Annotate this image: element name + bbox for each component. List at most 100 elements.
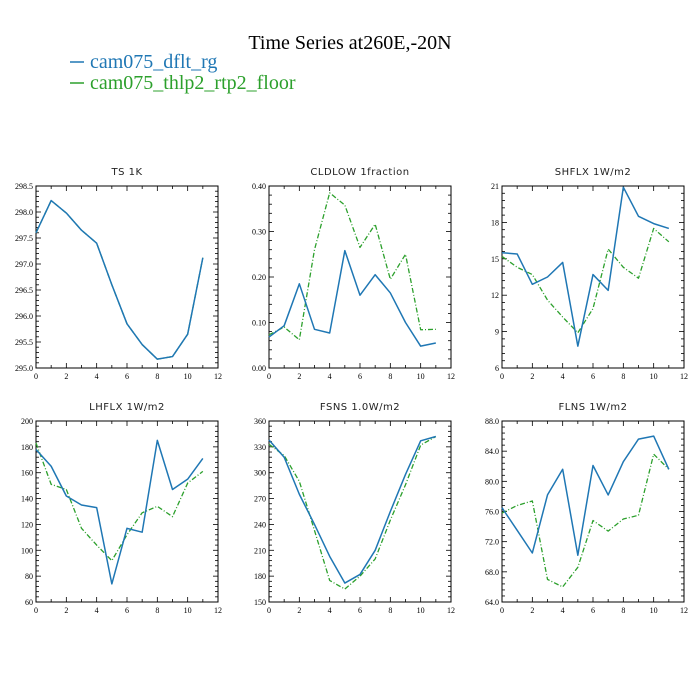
series-line-2-1 bbox=[501, 227, 670, 334]
y-tick-label-1-2: 0.20 bbox=[252, 273, 266, 282]
x-tick-label-4-6: 12 bbox=[447, 606, 455, 615]
y-tick-label-0-0: 295.0 bbox=[15, 364, 33, 373]
x-tick-label-5-3: 6 bbox=[591, 606, 595, 615]
y-tick-label-1-0: 0.00 bbox=[252, 364, 266, 373]
x-tick-label-1-2: 4 bbox=[328, 372, 332, 381]
x-tick-label-3-6: 12 bbox=[214, 606, 222, 615]
x-tick-label-5-6: 12 bbox=[680, 606, 688, 615]
x-tick-label-5-2: 4 bbox=[561, 606, 565, 615]
panel-0: TS 1K 0 2 4 6 8 10 12 295.0 295.5 296.0 296.5 297.0 2… bbox=[15, 167, 222, 381]
panel-title-2: SHFLX 1W/m2 bbox=[555, 167, 631, 178]
plot-frame-5 bbox=[501, 420, 685, 603]
panel-1: CLDLOW 1fraction 0 2 4 6 8 10 12 0.00 0.10 0.20 0.3… bbox=[252, 167, 455, 381]
x-tick-label-0-5: 10 bbox=[184, 372, 192, 381]
x-tick-label-1-1: 2 bbox=[297, 372, 301, 381]
x-tick-label-1-4: 8 bbox=[388, 372, 392, 381]
legend-item-1: cam075_thlp2_rtp2_floor bbox=[70, 72, 296, 94]
panel-3: LHFLX 1W/m2 0 2 4 6 8 10 12 60 80 100 120 140 160 180 2… bbox=[21, 402, 222, 615]
series-line-4-0 bbox=[268, 435, 437, 584]
y-tick-label-3-7: 200 bbox=[21, 417, 33, 426]
x-tick-label-3-2: 4 bbox=[95, 606, 99, 615]
series-line-1-1 bbox=[268, 192, 436, 341]
y-tick-label-5-6: 88.0 bbox=[485, 417, 499, 426]
series-line-0-0 bbox=[35, 199, 204, 360]
x-tick-label-3-5: 10 bbox=[184, 606, 192, 615]
y-tick-label-1-1: 0.10 bbox=[252, 319, 266, 328]
y-tick-label-1-3: 0.30 bbox=[252, 228, 266, 237]
y-tick-label-5-2: 72.0 bbox=[485, 538, 499, 547]
y-tick-label-0-5: 297.5 bbox=[15, 234, 33, 243]
x-tick-label-2-2: 4 bbox=[561, 372, 565, 381]
legend-item-0: cam075_dflt_rg bbox=[70, 51, 217, 73]
x-tick-label-2-5: 10 bbox=[650, 372, 658, 381]
x-tick-label-3-3: 6 bbox=[125, 606, 129, 615]
y-tick-label-0-7: 298.5 bbox=[15, 182, 33, 191]
y-tick-label-3-5: 160 bbox=[21, 469, 33, 478]
y-tick-label-3-0: 60 bbox=[25, 598, 33, 607]
panel-2: SHFLX 1W/m2 0 2 4 6 8 10 12 6 9 12 15 18 21 bbox=[491, 167, 688, 381]
x-tick-label-5-4: 8 bbox=[621, 606, 625, 615]
x-tick-label-4-0: 0 bbox=[267, 606, 271, 615]
y-tick-label-0-3: 296.5 bbox=[15, 286, 33, 295]
panel-title-0: TS 1K bbox=[110, 167, 142, 178]
y-tick-label-5-3: 76.0 bbox=[485, 508, 499, 517]
panel-4: FSNS 1.0W/m2 0 2 4 6 8 10 12 150 180 210 240 270 300 3… bbox=[254, 402, 455, 615]
x-tick-label-0-1: 2 bbox=[64, 372, 68, 381]
x-tick-label-4-2: 4 bbox=[328, 606, 332, 615]
x-tick-label-2-1: 2 bbox=[530, 372, 534, 381]
x-tick-label-3-1: 2 bbox=[64, 606, 68, 615]
series-line-1-0 bbox=[268, 249, 436, 347]
y-tick-label-4-5: 300 bbox=[254, 469, 266, 478]
y-tick-label-3-2: 100 bbox=[21, 546, 33, 555]
panel-5: FLNS 1W/m2 0 2 4 6 8 10 12 64.0 68.0 72.0 76.0 80.0 8… bbox=[485, 402, 688, 615]
y-tick-label-4-0: 150 bbox=[254, 598, 266, 607]
x-tick-label-4-1: 2 bbox=[297, 606, 301, 615]
y-tick-label-2-0: 6 bbox=[495, 364, 499, 373]
y-tick-label-2-1: 9 bbox=[495, 328, 499, 337]
plot-frame-3 bbox=[35, 420, 219, 603]
x-tick-label-0-6: 12 bbox=[214, 372, 222, 381]
x-tick-label-5-0: 0 bbox=[500, 606, 504, 615]
legend-label-1: cam075_thlp2_rtp2_floor bbox=[90, 72, 296, 94]
y-tick-label-2-4: 18 bbox=[491, 218, 499, 227]
x-tick-label-0-2: 4 bbox=[95, 372, 99, 381]
y-tick-label-4-2: 210 bbox=[254, 546, 266, 555]
y-tick-label-0-4: 297.0 bbox=[15, 260, 33, 269]
series-line-5-0 bbox=[501, 435, 670, 556]
y-tick-label-2-5: 21 bbox=[491, 182, 499, 191]
y-tick-label-4-1: 180 bbox=[254, 572, 266, 581]
series-line-0-1 bbox=[35, 199, 204, 360]
x-tick-label-4-4: 8 bbox=[388, 606, 392, 615]
x-tick-label-1-0: 0 bbox=[267, 372, 271, 381]
panel-title-5: FLNS 1W/m2 bbox=[558, 402, 627, 413]
x-tick-label-1-6: 12 bbox=[447, 372, 455, 381]
panels: TS 1K 0 2 4 6 8 10 12 295.0 295.5 296.0 296.5 297.0 2… bbox=[15, 167, 688, 615]
y-tick-label-5-4: 80.0 bbox=[485, 477, 499, 486]
plot-frame-1 bbox=[268, 185, 452, 369]
x-tick-label-4-3: 6 bbox=[358, 606, 362, 615]
panel-title-3: LHFLX 1W/m2 bbox=[89, 402, 165, 413]
y-tick-label-0-1: 295.5 bbox=[15, 338, 33, 347]
panel-title-4: FSNS 1.0W/m2 bbox=[320, 402, 400, 413]
y-tick-label-5-5: 84.0 bbox=[485, 447, 499, 456]
x-tick-label-0-3: 6 bbox=[125, 372, 129, 381]
y-tick-label-4-7: 360 bbox=[254, 417, 266, 426]
x-tick-label-0-0: 0 bbox=[34, 372, 38, 381]
y-tick-label-4-3: 240 bbox=[254, 520, 266, 529]
x-tick-label-2-0: 0 bbox=[500, 372, 504, 381]
y-tick-label-5-0: 64.0 bbox=[485, 598, 499, 607]
y-tick-label-5-1: 68.0 bbox=[485, 568, 499, 577]
legend-label-0: cam075_dflt_rg bbox=[90, 51, 217, 73]
x-tick-label-1-3: 6 bbox=[358, 372, 362, 381]
y-tick-label-3-3: 120 bbox=[21, 520, 33, 529]
y-tick-label-4-4: 270 bbox=[254, 495, 266, 504]
series-line-5-1 bbox=[501, 453, 670, 588]
x-tick-label-2-4: 8 bbox=[621, 372, 625, 381]
figure-title: Time Series at260E,-20N bbox=[248, 32, 451, 54]
series-line-3-1 bbox=[35, 442, 204, 562]
x-tick-label-5-1: 2 bbox=[530, 606, 534, 615]
y-tick-label-2-3: 15 bbox=[491, 255, 499, 264]
x-tick-label-5-5: 10 bbox=[650, 606, 658, 615]
x-tick-label-0-4: 8 bbox=[155, 372, 159, 381]
